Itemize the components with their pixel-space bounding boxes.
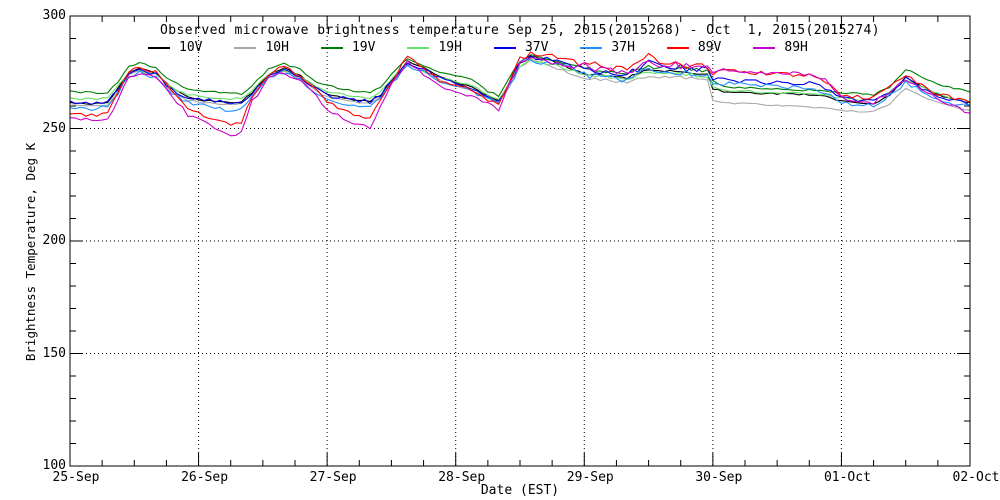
legend-swatch-89V: [666, 47, 689, 49]
legend-label: 37H: [611, 40, 635, 55]
legend-label: 89H: [784, 40, 808, 55]
legend-label: 10V: [179, 40, 203, 55]
legend: 10V 10H 19V 19H 37V 37H 89V 89H: [148, 41, 808, 55]
legend-item-37H: 37H: [580, 40, 635, 55]
legend-swatch-37V: [493, 47, 516, 49]
legend-swatch-10H: [234, 47, 257, 49]
legend-item-89V: 89V: [666, 40, 722, 55]
x-tick-label-30-Sep: 30-Sep: [695, 470, 743, 485]
y-tick-label-250: 250: [42, 120, 66, 136]
x-tick-label-02-Oct: 02-Oct: [952, 470, 1000, 485]
legend-label: 37V: [524, 40, 549, 55]
plot-frame: [69, 15, 971, 467]
legend-item-10V: 10V: [148, 41, 202, 55]
x-tick-label-01-Oct: 01-Oct: [823, 470, 871, 485]
y-tick-label-200: 200: [42, 233, 66, 248]
series-line-19H: [69, 58, 971, 103]
x-tick-label-26-Sep: 26-Sep: [181, 470, 229, 485]
legend-item-37V: 37V: [493, 40, 549, 55]
legend-swatch-19V: [320, 47, 343, 49]
x-tick-label-28-Sep: 28-Sep: [438, 470, 486, 485]
legend-label: 19V: [351, 40, 376, 55]
x-tick-label-25-Sep: 25-Sep: [52, 470, 100, 485]
y-tick-label-300: 300: [42, 8, 66, 23]
y-tick-label-100: 100: [42, 458, 66, 473]
legend-item-19V: 19V: [320, 40, 376, 55]
x-tick-label-27-Sep: 27-Sep: [309, 470, 357, 485]
legend-label: 10H: [265, 40, 289, 55]
series-line-19V: [69, 54, 971, 98]
legend-label: 89V: [697, 40, 722, 55]
series-line-89H: [69, 57, 971, 137]
y-tick-label-150: 150: [42, 345, 66, 361]
legend-swatch-19H: [407, 47, 430, 49]
legend-item-10H: 10H: [234, 40, 289, 55]
legend-swatch-10V: [148, 47, 170, 49]
legend-item-89H: 89H: [753, 40, 808, 55]
legend-swatch-37H: [580, 47, 603, 49]
chart-title: Observed microwave brightness temperatur…: [159, 23, 881, 38]
x-axis-label: Date (EST): [480, 483, 560, 498]
legend-swatch-89H: [753, 47, 776, 49]
x-tick-label-29-Sep: 29-Sep: [566, 470, 614, 485]
